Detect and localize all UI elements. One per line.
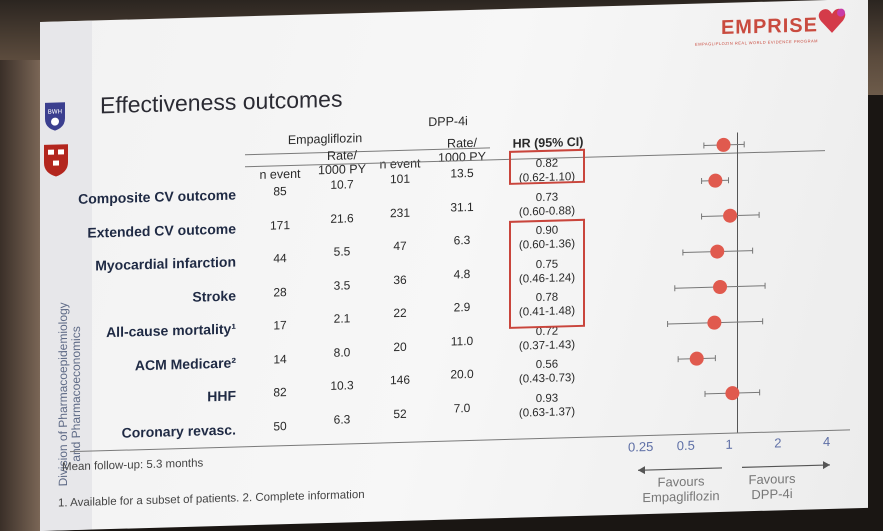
emp-rate-cell: 3.5 — [333, 277, 351, 293]
emp-n-event-cell: 17 — [273, 318, 287, 333]
axis-tick-label: 4 — [823, 433, 831, 450]
hr-ci: (0.60-0.88) — [518, 204, 576, 219]
dpp-rate-cell: 2.9 — [453, 299, 471, 315]
emp-rate-cell: 10.7 — [330, 177, 354, 192]
page-title: Effectiveness outcomes — [100, 85, 343, 119]
emp-rate-cell: 5.5 — [333, 244, 351, 259]
forest-plot — [667, 132, 766, 433]
left-arrow-shaft — [638, 467, 722, 471]
harvard-shield-logo — [44, 144, 68, 177]
emprise-tagline: EMPAGLIFLOZIN REAL WORLD EVIDENCE PROGRA… — [695, 38, 818, 47]
hr-point-marker — [713, 280, 728, 295]
emp-n-event-header: n event — [259, 166, 301, 182]
favours-arrows — [638, 461, 830, 475]
axis-tick-label: 2 — [774, 435, 782, 451]
axis-tick-label: 1 — [725, 436, 733, 452]
footnotes: 1. Available for a subset of patients. 2… — [58, 488, 365, 510]
axis-tick-label: 0.5 — [676, 437, 695, 454]
emp-rate-cell: 21.6 — [330, 210, 354, 226]
dpp-n-event-header: n event — [379, 156, 421, 172]
dpp-n-event-cell: 52 — [393, 406, 407, 421]
projected-slide: BWH Division of Pharmacoepidemiology and… — [40, 0, 868, 531]
emp-rate-cell: 2.1 — [333, 311, 351, 326]
dpp-n-event-cell: 20 — [393, 339, 407, 354]
emp-n-event-cell: 14 — [273, 351, 287, 366]
hr-ci: (0.37-1.43) — [518, 338, 576, 353]
dpp-rate-cell: 11.0 — [450, 333, 474, 349]
dpp-rate-cell: 13.5 — [450, 165, 474, 181]
hr-point-marker — [716, 137, 731, 152]
dpp-rate-cell: 31.1 — [450, 199, 474, 215]
svg-text:BWH: BWH — [48, 108, 62, 115]
favours-dpp4i-label: Favours DPP-4i — [748, 470, 796, 503]
emp-n-event-cell: 171 — [269, 217, 291, 233]
heart-icon — [818, 8, 846, 33]
emp-n-event-cell: 50 — [273, 418, 287, 433]
bwh-shield-logo: BWH — [45, 102, 65, 131]
dpp-rate-cell: 20.0 — [450, 366, 474, 382]
highlight-box-mi-stroke-acm — [509, 218, 585, 329]
hr-point-marker — [710, 244, 725, 259]
empagliflozin-header: Empagliflozin — [287, 131, 363, 148]
left-arrowhead — [638, 466, 645, 475]
hr-point-marker — [723, 208, 738, 223]
dpp4i-header: DPP-4i — [428, 114, 468, 130]
emprise-brand: EMPRISE — [720, 14, 818, 39]
hr-ci: (0.63-1.37) — [518, 405, 576, 420]
right-arrowhead — [823, 461, 830, 470]
hr-ci: (0.43-0.73) — [518, 372, 576, 386]
right-arrow-shaft — [742, 464, 830, 468]
emp-n-event-cell: 44 — [273, 251, 287, 266]
hr-point-marker — [689, 351, 704, 366]
followup-note: Mean follow-up: 5.3 months — [62, 457, 204, 474]
emp-rate-cell: 10.3 — [330, 378, 354, 393]
dpp-rate-cell: 4.8 — [453, 266, 471, 281]
hr-point-marker — [725, 386, 740, 401]
dpp-n-event-cell: 146 — [389, 372, 411, 388]
emp-rate-cell: 6.3 — [333, 411, 351, 427]
dpp-n-event-cell: 231 — [389, 205, 411, 220]
hr-point-marker — [707, 315, 722, 330]
axis-tick-label: 0.25 — [628, 438, 654, 455]
emp-rate-cell: 8.0 — [333, 344, 351, 360]
emp-n-event-cell: 28 — [273, 284, 287, 299]
slide-sidebar: BWH Division of Pharmacoepidemiology and… — [40, 20, 92, 531]
highlight-box-composite — [509, 148, 585, 185]
hr-point-marker — [708, 173, 723, 188]
dpp-rate-cell: 7.0 — [453, 400, 471, 415]
dpp-rate-cell: 6.3 — [453, 232, 471, 248]
room-wall — [0, 60, 40, 531]
dpp-n-event-cell: 101 — [389, 171, 411, 187]
favours-empagliflozin-label: Favours Empagliflozin — [642, 473, 720, 506]
dpp-n-event-cell: 47 — [393, 238, 407, 254]
emp-n-event-cell: 85 — [273, 184, 287, 199]
emp-n-event-cell: 82 — [273, 385, 287, 400]
dpp-n-event-cell: 36 — [393, 272, 407, 287]
dpp-n-event-cell: 22 — [393, 305, 407, 321]
